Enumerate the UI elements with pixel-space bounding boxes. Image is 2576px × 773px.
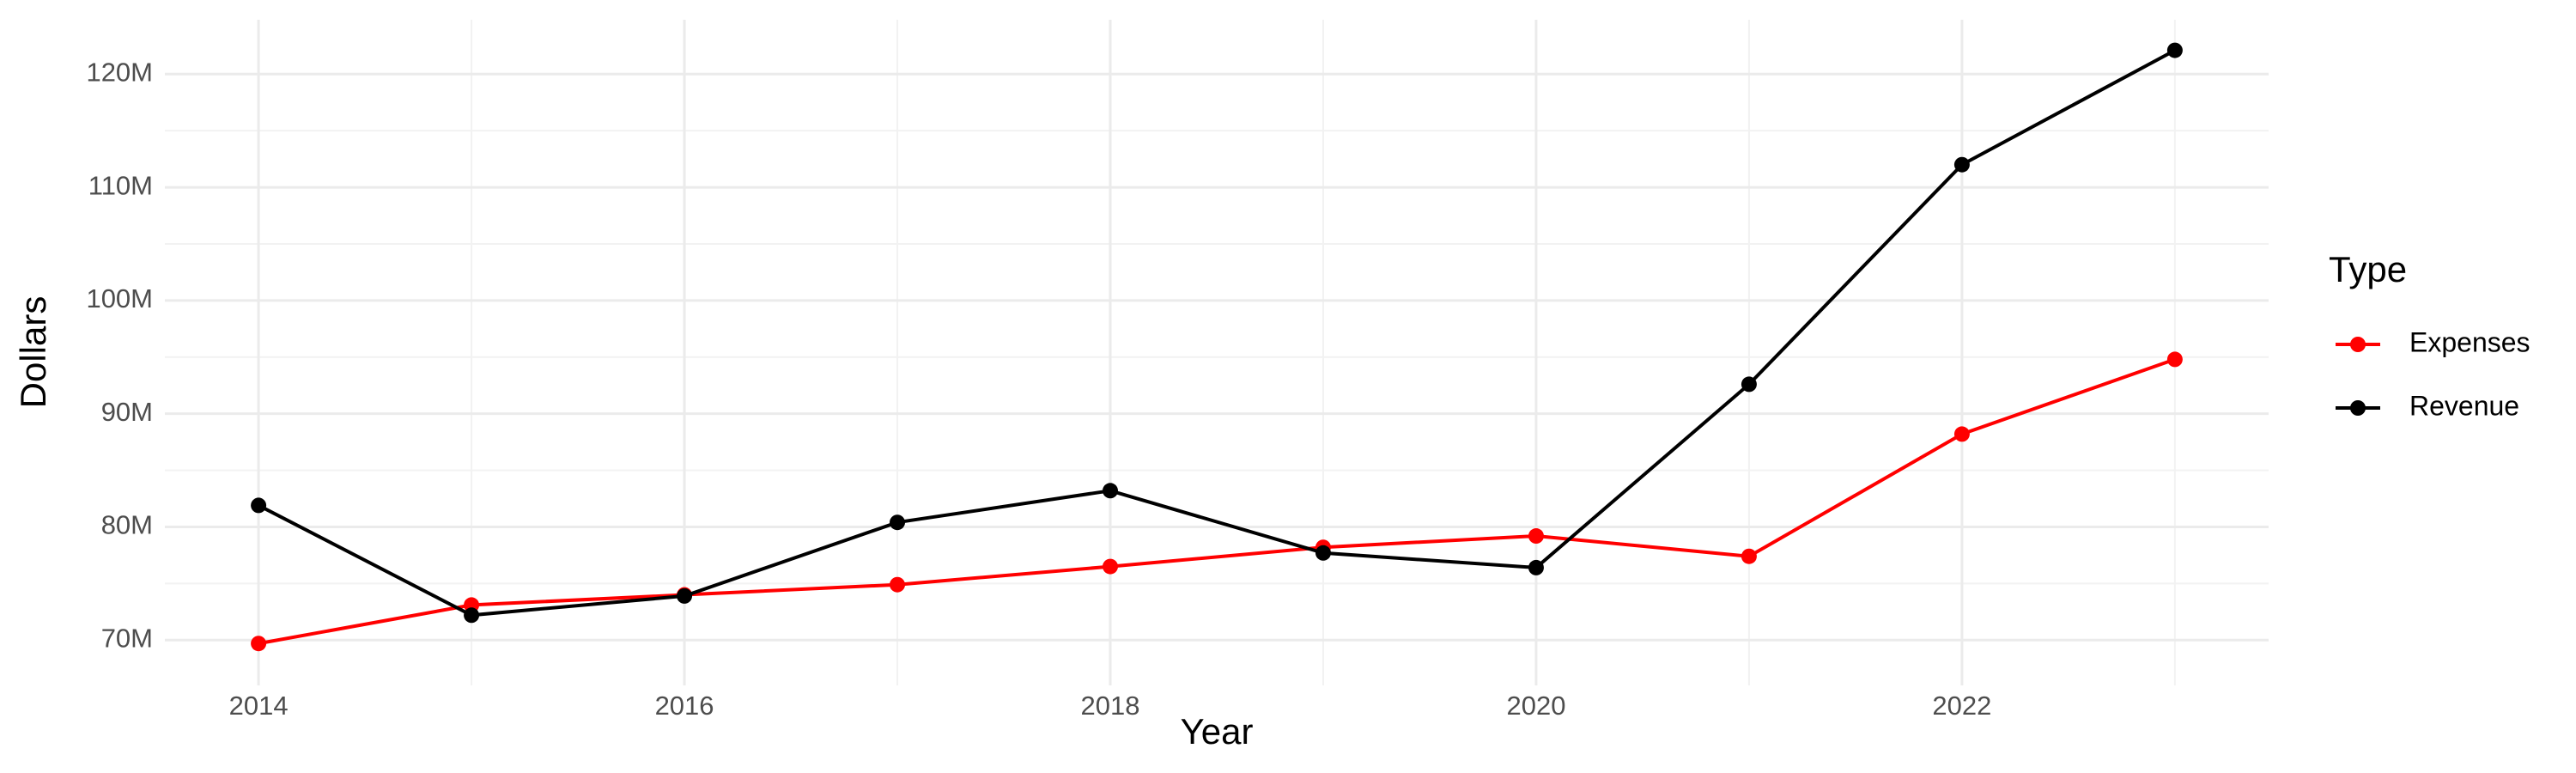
y-tick-label: 100M xyxy=(86,283,153,313)
x-tick-label: 2016 xyxy=(655,691,714,721)
data-point xyxy=(890,514,906,531)
data-point xyxy=(1528,559,1544,575)
x-tick-label: 2018 xyxy=(1081,691,1140,721)
data-point xyxy=(1741,376,1757,393)
series-line xyxy=(258,357,2176,646)
data-point xyxy=(251,497,267,514)
data-point xyxy=(2166,351,2183,368)
data-point xyxy=(890,576,906,593)
y-tick-label: 80M xyxy=(101,510,153,540)
x-axis-title: Year xyxy=(1181,711,1254,752)
data-point xyxy=(1953,156,1970,173)
y-tick-label: 90M xyxy=(101,397,153,427)
y-tick-label: 120M xyxy=(86,57,153,87)
legend-title: Type xyxy=(2329,249,2407,289)
x-tick-label: 2022 xyxy=(1932,691,1991,721)
data-point xyxy=(1528,528,1544,545)
x-tick-label: 2020 xyxy=(1506,691,1565,721)
data-point xyxy=(251,636,267,652)
data-point xyxy=(1315,545,1331,561)
legend-key-point xyxy=(2350,400,2366,416)
legend-label: Revenue xyxy=(2409,390,2519,421)
y-axis-title: Dollars xyxy=(13,296,53,409)
data-point xyxy=(1953,426,1970,442)
data-point xyxy=(2166,42,2183,58)
data-point xyxy=(1741,548,1757,564)
data-point xyxy=(464,607,480,624)
data-point xyxy=(677,587,693,604)
series-line xyxy=(258,48,2176,618)
y-tick-label: 70M xyxy=(101,623,153,653)
x-tick-label: 2014 xyxy=(229,691,289,721)
legend-key-point xyxy=(2350,337,2366,352)
data-point xyxy=(1103,558,1119,575)
y-tick-label: 110M xyxy=(88,170,153,200)
legend-label: Expenses xyxy=(2409,326,2530,357)
data-point xyxy=(1103,483,1119,499)
